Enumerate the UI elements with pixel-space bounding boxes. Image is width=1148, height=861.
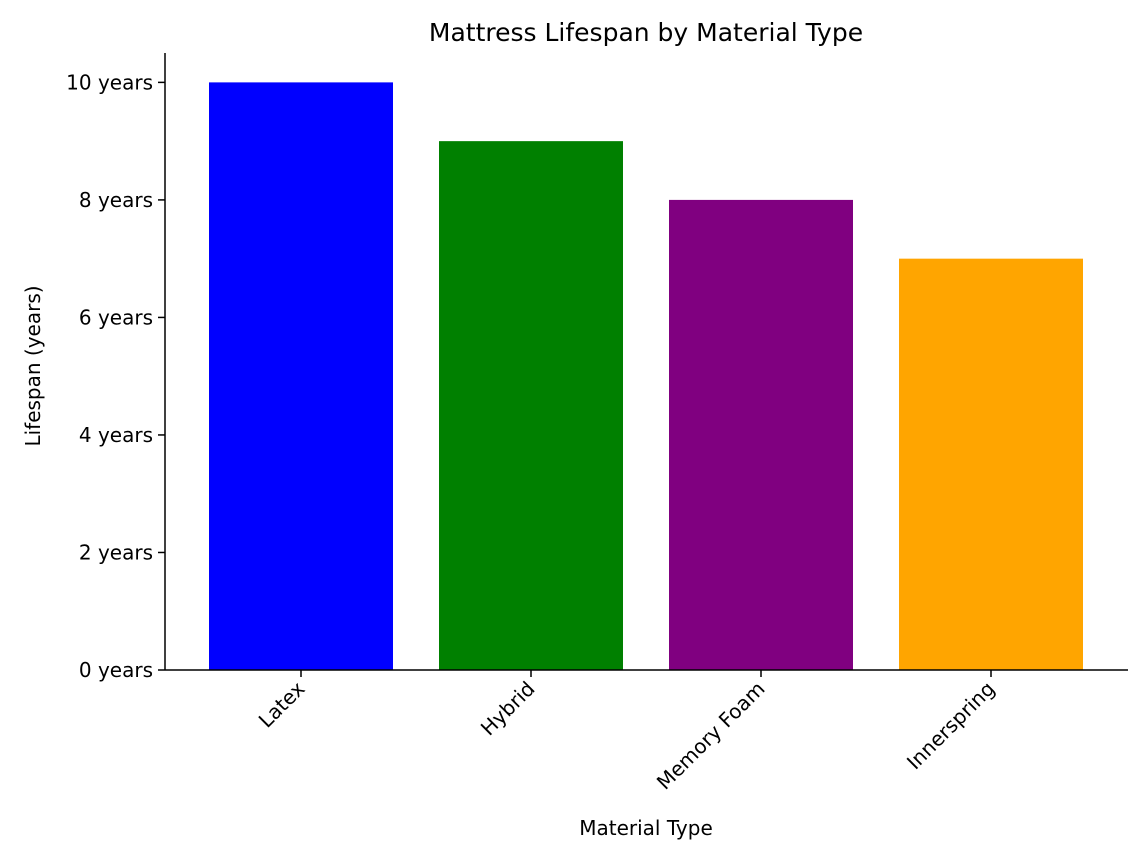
y-tick-label: 6 years bbox=[79, 305, 153, 329]
x-tick-label: Memory Foam bbox=[652, 677, 770, 795]
bar-hybrid bbox=[439, 141, 623, 671]
x-tick-label: Innerspring bbox=[902, 677, 1000, 775]
y-tick-label: 0 years bbox=[79, 658, 153, 682]
y-tick-label: 4 years bbox=[79, 423, 153, 447]
x-tick-label: Hybrid bbox=[476, 677, 540, 741]
bar-latex bbox=[209, 82, 393, 670]
bar-memory-foam bbox=[669, 199, 853, 670]
y-axis-label: Lifespan (years) bbox=[21, 285, 45, 446]
y-tick-label: 10 years bbox=[66, 70, 153, 94]
x-tick-label: Latex bbox=[254, 676, 310, 732]
x-axis-label: Material Type bbox=[579, 816, 713, 840]
y-tick-label: 2 years bbox=[79, 540, 153, 564]
bar-innerspring bbox=[899, 258, 1083, 670]
plot-area: 0 years 2 years 4 years 6 years 8 years 10 ye… bbox=[66, 70, 1083, 794]
chart-title: Mattress Lifespan by Material Type bbox=[429, 18, 863, 47]
y-tick-label: 8 years bbox=[79, 188, 153, 212]
